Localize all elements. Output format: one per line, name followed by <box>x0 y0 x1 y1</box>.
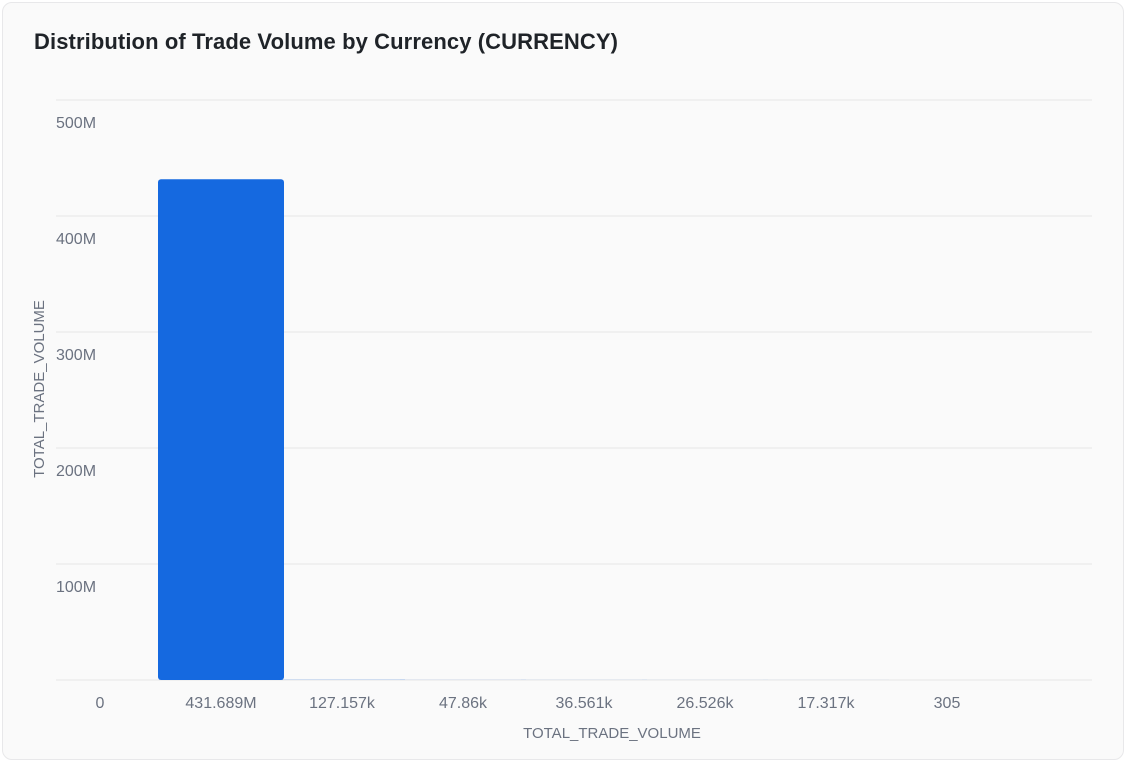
x-tick-label: 431.689M <box>185 695 256 712</box>
x-tick-label: 305 <box>934 695 961 712</box>
x-axis-ticks: 0 431.689M 127.157k 47.86k 36.561k 26.526k 17.… <box>96 695 961 712</box>
y-tick-label: 400M <box>56 231 96 248</box>
x-axis-label: TOTAL_TRADE_VOLUME <box>523 725 701 742</box>
y-axis-label: TOTAL_TRADE_VOLUME <box>31 300 48 478</box>
y-tick-label: 200M <box>56 463 96 480</box>
x-tick-label: 127.157k <box>309 695 376 712</box>
y-tick-label: 300M <box>56 347 96 364</box>
x-tick-label: 17.317k <box>798 695 856 712</box>
y-tick-label: 500M <box>56 115 96 132</box>
x-tick-label: 36.561k <box>556 695 614 712</box>
x-tick-label: 47.86k <box>439 695 488 712</box>
bar-431.689M[interactable] <box>158 179 284 680</box>
y-axis-ticks: 100M 200M 300M 400M 500M <box>56 115 96 596</box>
bars <box>158 179 1010 680</box>
x-tick-label: 26.526k <box>677 695 735 712</box>
chart-title: Distribution of Trade Volume by Currency… <box>34 29 619 54</box>
y-tick-label: 100M <box>56 579 96 596</box>
x-tick-label: 0 <box>96 695 105 712</box>
